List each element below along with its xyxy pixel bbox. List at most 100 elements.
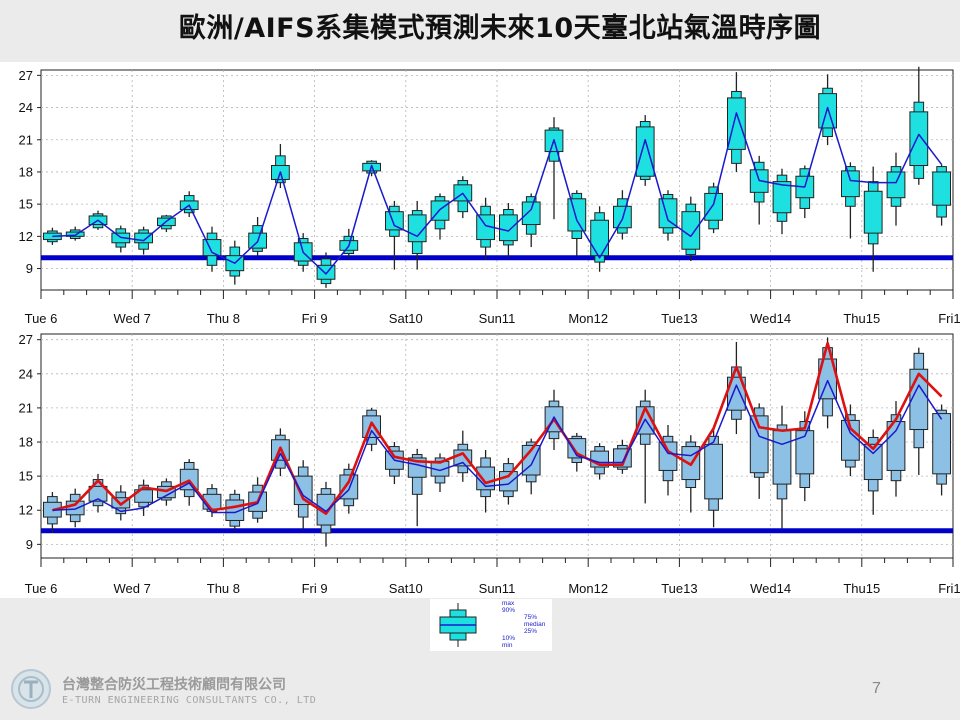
box-inner-25-75 xyxy=(909,111,929,167)
box-mark xyxy=(909,347,929,475)
x-tick-label: Sat10 xyxy=(389,581,423,596)
box-inner-25-75 xyxy=(658,198,678,229)
box-inner-25-75 xyxy=(316,493,336,526)
y-tick-label: 18 xyxy=(19,164,33,179)
box-inner-25-75 xyxy=(863,190,883,234)
company-name: 台灣整合防災工程技術顧問有限公司 xyxy=(62,677,286,693)
y-tick-label: 27 xyxy=(19,68,33,83)
x-tick-label: Fri 9 xyxy=(302,311,328,326)
legend-label-90: 90% xyxy=(502,607,515,614)
x-tick-label: Wed 7 xyxy=(114,581,151,596)
x-tick-label: Fri16 xyxy=(938,581,960,596)
box-inner-25-75 xyxy=(772,181,792,214)
y-tick-label: 12 xyxy=(19,229,33,244)
x-tick-label: Thu15 xyxy=(843,311,880,326)
x-tick-label: Tue 6 xyxy=(25,581,58,596)
legend-label-median: median xyxy=(524,621,546,628)
x-tick-label: Tue 6 xyxy=(25,311,58,326)
box-inner-25-75 xyxy=(772,430,792,485)
x-tick-label: Sat10 xyxy=(389,311,423,326)
box-inner-25-75 xyxy=(863,443,883,481)
x-tick-label: Thu15 xyxy=(843,581,880,596)
y-tick-label: 12 xyxy=(19,503,33,518)
box-mark xyxy=(658,424,678,496)
logo-icon xyxy=(11,669,51,709)
box-mark xyxy=(271,144,290,189)
box-inner-25-75 xyxy=(818,93,837,129)
legend-label-10: 10% xyxy=(502,635,515,642)
box-mark xyxy=(521,193,541,248)
box-inner-25-75 xyxy=(932,171,951,206)
y-tick-label: 21 xyxy=(19,132,33,147)
y-tick-label: 24 xyxy=(19,100,33,115)
box-inner-25-75 xyxy=(727,97,746,150)
x-tick-label: Fri16 xyxy=(938,311,960,326)
box-inner-25-75 xyxy=(339,474,359,500)
x-tick-label: Thu 8 xyxy=(207,581,240,596)
box-mark xyxy=(772,405,792,529)
box-inner-25-75 xyxy=(567,438,587,459)
median-line xyxy=(52,106,943,275)
y-tick-label: 9 xyxy=(26,537,33,552)
box-mark xyxy=(134,479,153,516)
box-inner-25-75 xyxy=(476,466,495,491)
box-mark xyxy=(385,200,404,270)
y-tick-label: 27 xyxy=(19,332,33,347)
box-inner-25-75 xyxy=(590,219,609,257)
boxplot-chart-bottom: 9 12 15 18 21 24 27 Tue 6 Wed 7 Thu 8 Fri 9 Sat10 Su… xyxy=(19,332,960,596)
box-mark xyxy=(909,66,929,185)
x-tick-label: Fri 9 xyxy=(302,581,328,596)
company-name-en: E-TURN ENGINEERING CONSULTANTS CO., LTD xyxy=(62,695,317,706)
y-tick-label: 15 xyxy=(19,469,33,484)
box-mark xyxy=(704,182,723,234)
x-tick-label: Mon12 xyxy=(568,311,608,326)
page-title: 歐洲/AIFS系集模式預測未來10天臺北站氣溫時序圖 xyxy=(178,13,822,44)
box-inner-25-75 xyxy=(635,126,655,177)
legend-label-25: 25% xyxy=(524,628,537,635)
x-tick-label: Thu 8 xyxy=(207,311,240,326)
chart-panel-top: 9 12 15 18 21 24 27 Tue 6 Wed 7 Thu 8 Fri 9 Sat10 Su… xyxy=(0,62,960,330)
box-inner-25-75 xyxy=(704,443,723,500)
x-tick-label: Wed14 xyxy=(750,311,791,326)
y-tick-label: 21 xyxy=(19,400,33,415)
box-inner-25-75 xyxy=(567,198,587,232)
box-mark xyxy=(932,404,951,496)
box-inner-25-75 xyxy=(293,475,313,506)
median-line xyxy=(52,379,943,514)
box-mark xyxy=(635,115,655,186)
y-tick-label: 24 xyxy=(19,366,33,381)
box-inner-25-75 xyxy=(749,415,769,474)
box-mark xyxy=(590,206,609,272)
box-inner-25-75 xyxy=(499,214,518,242)
legend-diagram: max 90% 75% median 25% 10% min xyxy=(439,600,546,649)
boxplot-chart-top: 9 12 15 18 21 24 27 Tue 6 Wed 7 Thu 8 Fri 9 Sat10 Su… xyxy=(19,66,960,326)
box-inner-25-75 xyxy=(134,232,153,244)
page-number: 7 xyxy=(872,680,881,697)
box-inner-25-75 xyxy=(795,430,815,475)
x-tick-label: Tue13 xyxy=(661,581,697,596)
box-inner-25-75 xyxy=(932,413,951,475)
company-logo xyxy=(10,668,52,710)
box-inner-25-75 xyxy=(521,201,541,226)
x-tick-label: Sun11 xyxy=(479,311,516,326)
box-mark xyxy=(932,164,951,226)
series-line-red xyxy=(52,341,943,515)
box-inner-25-75 xyxy=(886,171,906,199)
boxplot-legend: max 90% 75% median 25% 10% min xyxy=(430,599,552,651)
box-mark xyxy=(749,403,769,499)
y-tick-label: 15 xyxy=(19,197,33,212)
y-tick-label: 9 xyxy=(26,261,33,276)
box-mark xyxy=(704,427,723,528)
x-tick-label: Wed14 xyxy=(750,581,791,596)
box-mark xyxy=(841,404,860,477)
box-mark xyxy=(863,166,883,272)
box-inner-25-75 xyxy=(886,421,906,471)
box-inner-25-75 xyxy=(681,211,701,250)
y-tick-label: 18 xyxy=(19,435,33,450)
chart-panel-bottom: 9 12 15 18 21 24 27 Tue 6 Wed 7 Thu 8 Fri 9 Sat10 Su… xyxy=(0,330,960,598)
x-tick-label: Mon12 xyxy=(568,581,608,596)
box-inner-25-75 xyxy=(88,485,108,502)
box-mark xyxy=(841,162,860,239)
legend-label-min: min xyxy=(502,642,513,649)
legend-label-max: max xyxy=(502,600,515,607)
